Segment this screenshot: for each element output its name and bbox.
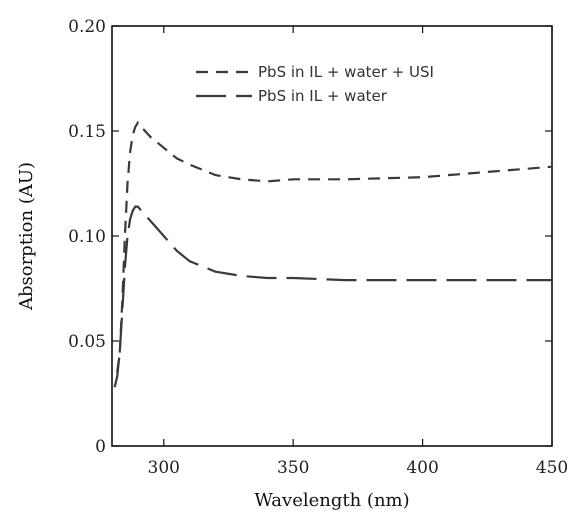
x-tick-label: 400	[406, 458, 438, 478]
y-axis-title: Absorption (AU)	[16, 162, 37, 311]
y-tick-label: 0	[95, 437, 106, 457]
x-tick-label: 350	[277, 458, 309, 478]
legend: PbS in IL + water + USI PbS in IL + wate…	[196, 63, 434, 105]
series-line-1	[113, 205, 552, 388]
y-tick-label: 0.05	[68, 332, 106, 352]
x-tick-label: 450	[536, 458, 568, 478]
legend-label-water: PbS in IL + water	[258, 87, 388, 105]
y-tick-label: 0.10	[68, 227, 106, 247]
series-layer	[113, 120, 553, 388]
x-axis: 300 350 400 450	[148, 26, 568, 478]
y-tick-label: 0.20	[68, 17, 106, 37]
legend-label-usi: PbS in IL + water + USI	[258, 63, 434, 81]
y-tick-label: 0.15	[68, 122, 106, 142]
y-axis: 0 0.05 0.10 0.15 0.20	[68, 17, 552, 457]
x-axis-title: Wavelength (nm)	[254, 490, 409, 511]
series-line-0	[116, 120, 553, 373]
x-tick-label: 300	[148, 458, 180, 478]
